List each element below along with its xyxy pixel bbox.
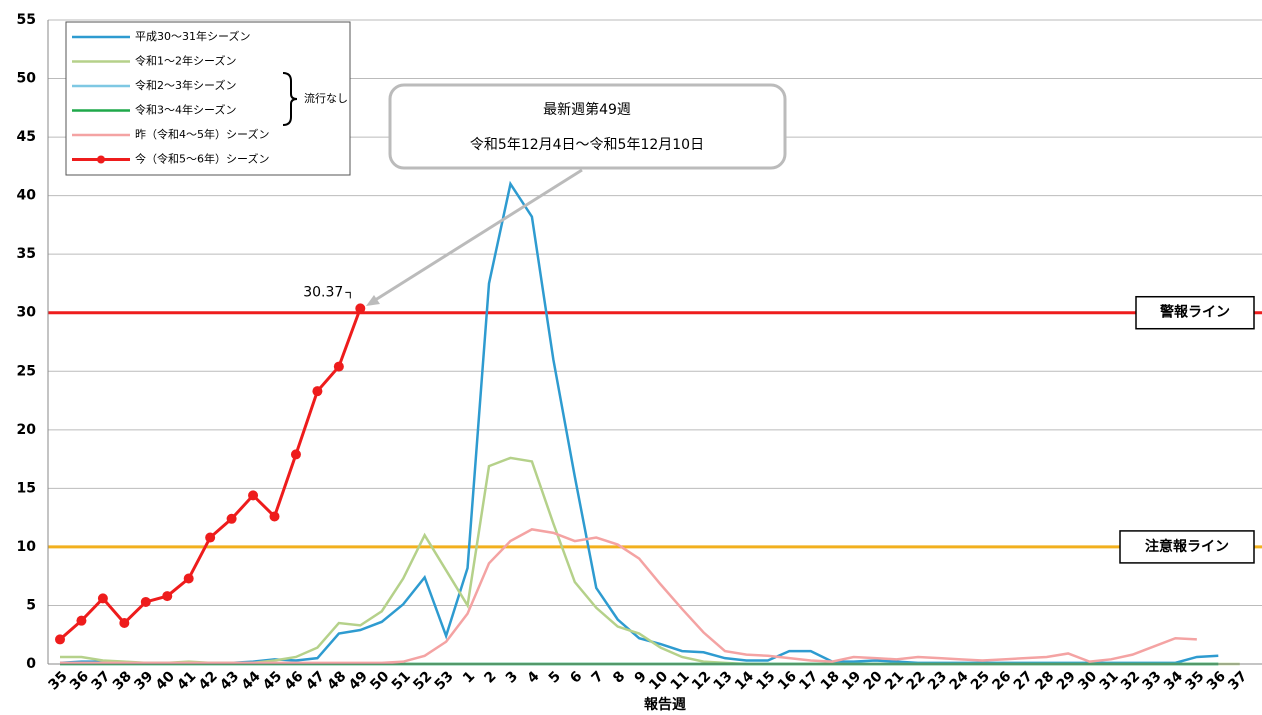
point: [355, 303, 366, 314]
point: [312, 386, 323, 397]
point: [76, 615, 87, 626]
legend-label: 令和2～3年シーズン: [135, 78, 236, 92]
y-tick-label: 50: [17, 71, 37, 87]
legend-box: [65, 21, 351, 176]
reference-label: 注意報ライン: [1145, 538, 1229, 555]
point: [269, 511, 280, 522]
point: [55, 634, 65, 645]
x-tick-label: 5: [546, 668, 564, 686]
x-tick-label: 6: [567, 668, 585, 686]
series-line: [59, 307, 362, 641]
callout-arrow: [371, 168, 583, 304]
plot: [48, 180, 1262, 666]
point: [290, 449, 301, 460]
legend-label: 平成30～31年シーズン: [135, 29, 250, 43]
x-tick-label: 2: [481, 668, 499, 686]
x-tick-label: 1: [460, 668, 478, 686]
legend-label: 昨（令和4～5年）シーズン: [135, 127, 269, 141]
x-tick-label: 7: [589, 668, 607, 686]
data-label: 30.37: [303, 284, 343, 300]
point: [97, 593, 108, 604]
x-tick-label: 4: [524, 668, 542, 686]
y-tick-label: 40: [17, 188, 37, 204]
x-tick-label: 37: [1225, 668, 1250, 693]
legend-marker: [97, 155, 105, 164]
point: [140, 596, 151, 607]
point: [333, 361, 344, 372]
point: [205, 532, 216, 543]
legend-label: 令和1～2年シーズン: [135, 54, 236, 68]
reference-label-box: [1119, 530, 1255, 564]
callout-box: [388, 83, 787, 170]
legend-note: 流行なし: [304, 91, 348, 105]
y-tick-label: 20: [17, 422, 37, 438]
y-tick-label: 15: [17, 480, 36, 496]
callout-text: 最新週第49週: [543, 101, 631, 118]
point: [248, 490, 259, 501]
y-tick-label: 0: [26, 656, 36, 672]
callout-text: 令和5年12月4日～令和5年12月10日: [470, 137, 704, 153]
x-tick-label: 53: [432, 668, 457, 693]
x-axis-title: 報告週: [644, 696, 686, 713]
point: [162, 591, 173, 602]
reference-label-box: [1135, 295, 1255, 330]
legend-label: 令和3～4年シーズン: [135, 103, 236, 117]
series-line: [59, 180, 1219, 665]
y-tick-label: 30: [17, 305, 37, 321]
x-tick-label: 3: [503, 668, 521, 686]
data-label-leader: [345, 291, 351, 299]
y-tick-label: 10: [17, 539, 37, 555]
y-tick-label: 55: [17, 12, 36, 28]
point: [183, 573, 194, 584]
y-tick-label: 45: [17, 129, 36, 145]
series-line: [60, 528, 1197, 665]
y-tick-label: 5: [26, 597, 36, 613]
point: [226, 513, 237, 524]
y-tick-label: 35: [17, 246, 36, 262]
legend-label: 今（令和5～6年）シーズン: [135, 152, 269, 166]
point: [119, 618, 130, 629]
legend-bracket: [282, 72, 298, 126]
callout-arrowhead: [366, 295, 380, 306]
y-tick-label: 25: [17, 363, 36, 379]
reference-label: 警報ライン: [1160, 304, 1230, 321]
x-tick-label: 8: [610, 668, 628, 686]
